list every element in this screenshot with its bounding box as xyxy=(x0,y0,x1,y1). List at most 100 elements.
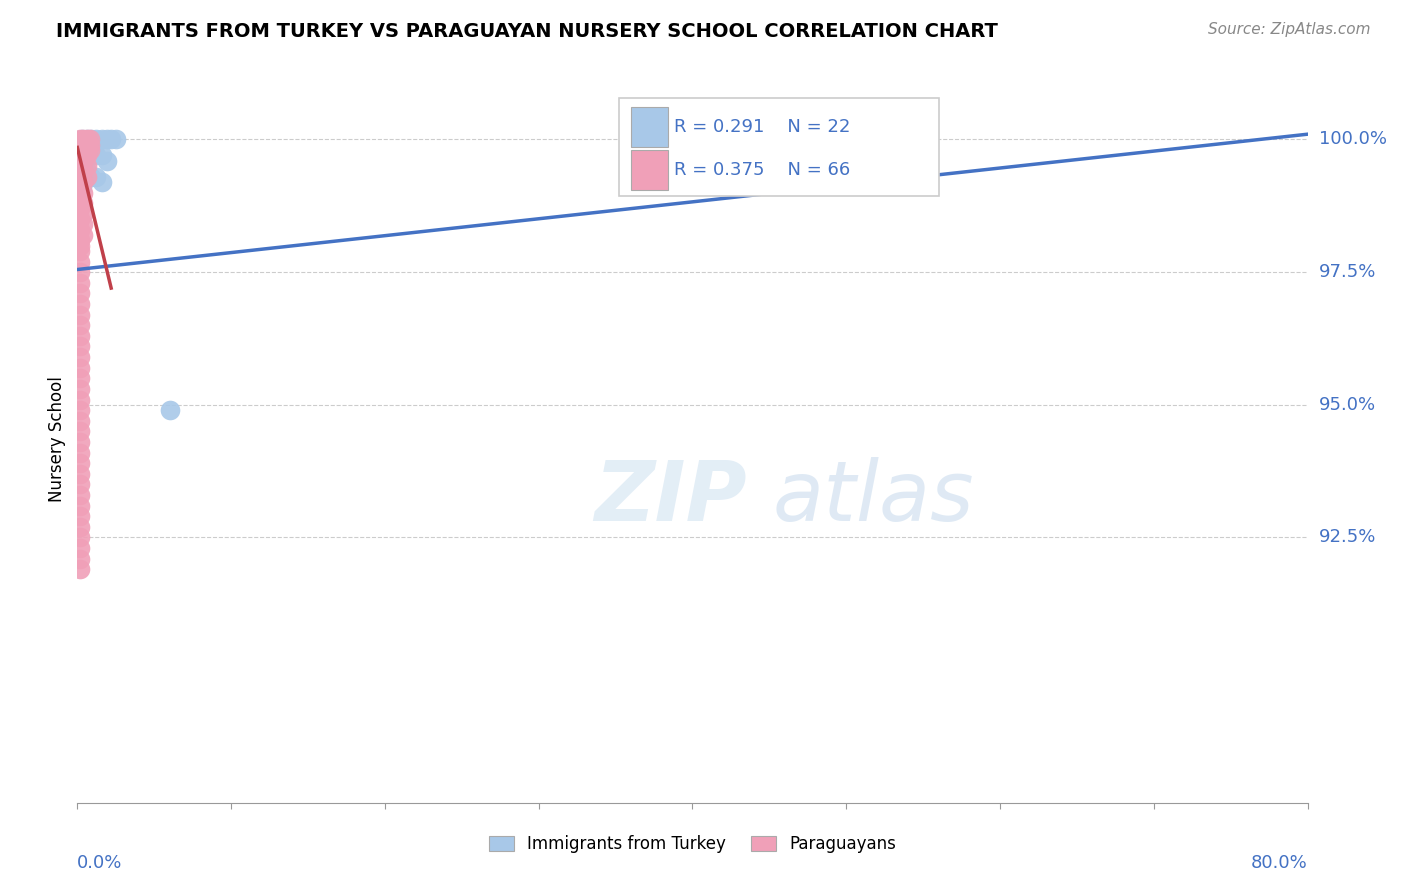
Point xyxy=(69,551,91,566)
Point xyxy=(69,191,91,205)
Point xyxy=(79,137,101,152)
Point xyxy=(76,132,98,146)
Point xyxy=(69,339,91,353)
Point xyxy=(69,541,91,555)
Text: 80.0%: 80.0% xyxy=(1251,854,1308,871)
Point xyxy=(69,403,91,417)
Point xyxy=(69,488,91,502)
Point xyxy=(69,137,91,152)
Point xyxy=(72,153,94,168)
Point xyxy=(69,499,91,513)
Point xyxy=(72,218,94,232)
Point xyxy=(76,143,98,157)
Text: R = 0.291    N = 22: R = 0.291 N = 22 xyxy=(673,118,851,136)
FancyBboxPatch shape xyxy=(619,97,939,195)
Point xyxy=(159,403,181,417)
Point xyxy=(72,148,94,162)
Point xyxy=(69,360,91,375)
Text: 95.0%: 95.0% xyxy=(1319,396,1376,414)
Point xyxy=(80,132,103,146)
Point xyxy=(80,148,103,162)
Text: R = 0.375    N = 66: R = 0.375 N = 66 xyxy=(673,161,851,179)
Point xyxy=(76,148,98,162)
Point xyxy=(76,132,98,146)
Text: IMMIGRANTS FROM TURKEY VS PARAGUAYAN NURSERY SCHOOL CORRELATION CHART: IMMIGRANTS FROM TURKEY VS PARAGUAYAN NUR… xyxy=(56,22,998,41)
Point xyxy=(69,520,91,534)
Point xyxy=(69,318,91,333)
Point xyxy=(69,180,91,194)
Point xyxy=(69,233,91,247)
Point xyxy=(72,143,94,157)
Point xyxy=(69,328,91,343)
Point xyxy=(90,175,114,189)
FancyBboxPatch shape xyxy=(631,151,668,190)
Point xyxy=(69,509,91,524)
Point xyxy=(69,254,91,268)
Point xyxy=(69,132,91,146)
Y-axis label: Nursery School: Nursery School xyxy=(48,376,66,502)
Point xyxy=(69,202,91,216)
Point xyxy=(69,143,91,157)
Point xyxy=(84,169,107,184)
Point xyxy=(912,132,935,146)
Point xyxy=(69,212,91,227)
Point xyxy=(69,392,91,407)
Point xyxy=(69,265,91,279)
Point xyxy=(96,132,118,146)
Point xyxy=(69,350,91,364)
Point xyxy=(76,159,98,173)
Point xyxy=(84,132,107,146)
Point xyxy=(69,244,91,258)
Point xyxy=(69,164,91,178)
Text: 97.5%: 97.5% xyxy=(1319,263,1376,281)
Point xyxy=(69,148,91,162)
Point xyxy=(72,227,94,242)
Point xyxy=(69,382,91,396)
Point xyxy=(69,414,91,428)
Point xyxy=(69,425,91,439)
Point xyxy=(69,467,91,481)
Point xyxy=(104,132,127,146)
Text: ZIP: ZIP xyxy=(595,457,747,538)
Point xyxy=(69,169,91,184)
Text: 100.0%: 100.0% xyxy=(1319,130,1386,148)
Point xyxy=(76,148,98,162)
Point xyxy=(76,169,98,184)
Text: 0.0%: 0.0% xyxy=(77,854,122,871)
Point xyxy=(69,238,91,252)
Point xyxy=(100,132,122,146)
Point xyxy=(69,445,91,459)
Point xyxy=(69,297,91,311)
Point xyxy=(96,153,118,168)
Point xyxy=(69,531,91,545)
Point xyxy=(69,308,91,322)
Point xyxy=(72,207,94,221)
Point xyxy=(79,132,101,146)
Point xyxy=(69,371,91,385)
Point xyxy=(69,223,91,237)
Point xyxy=(72,186,94,200)
FancyBboxPatch shape xyxy=(631,107,668,146)
Point xyxy=(69,276,91,290)
Point xyxy=(90,132,114,146)
Text: 92.5%: 92.5% xyxy=(1319,528,1376,547)
Point xyxy=(80,169,103,184)
Point xyxy=(69,434,91,449)
Point xyxy=(72,137,94,152)
Point xyxy=(69,456,91,470)
Point xyxy=(90,148,114,162)
Point xyxy=(70,180,93,194)
Point xyxy=(72,175,94,189)
Text: atlas: atlas xyxy=(772,457,974,538)
Text: Source: ZipAtlas.com: Source: ZipAtlas.com xyxy=(1208,22,1371,37)
Legend: Immigrants from Turkey, Paraguayans: Immigrants from Turkey, Paraguayans xyxy=(482,829,903,860)
Point xyxy=(84,148,107,162)
Point xyxy=(76,137,98,152)
Point xyxy=(70,132,93,146)
Point xyxy=(79,143,101,157)
Point xyxy=(70,164,93,178)
Point xyxy=(69,286,91,301)
Point xyxy=(72,164,94,178)
Point xyxy=(69,477,91,491)
Point xyxy=(69,562,91,576)
